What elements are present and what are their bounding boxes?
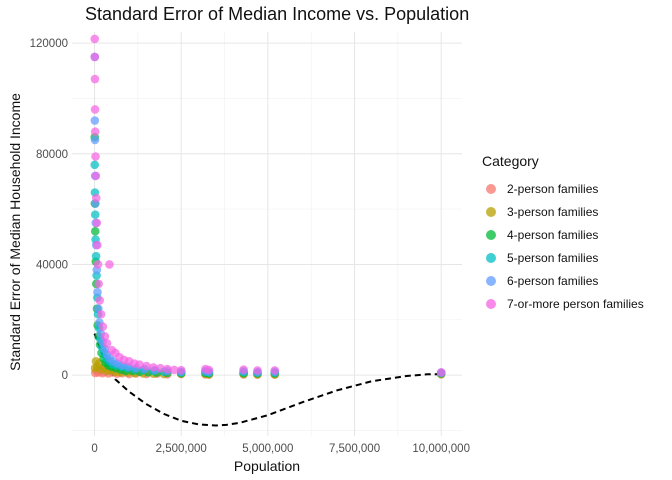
data-point-series-6 — [91, 171, 101, 181]
data-point-series-6 — [163, 364, 172, 374]
y-axis-label: Standard Error of Median Household Incom… — [7, 93, 23, 371]
data-point-series-6 — [204, 365, 214, 375]
legend-item-4: 5-person families — [482, 246, 644, 269]
legend-swatch — [482, 295, 500, 313]
data-point-series-5 — [90, 135, 100, 145]
legend-swatch — [482, 249, 500, 267]
legend-label: 5-person families — [507, 250, 599, 265]
legend-dot-icon — [486, 183, 496, 194]
data-point-series-6 — [156, 363, 165, 373]
legend-dot-icon — [486, 229, 496, 240]
data-point-series-6 — [253, 366, 262, 375]
legend-swatch — [482, 272, 500, 290]
x-tick-label: 5,000,000 — [242, 443, 293, 455]
data-point-series-6 — [95, 296, 105, 305]
legend-item-6: 7-or-more person families — [482, 292, 644, 315]
data-point-series-4 — [90, 210, 100, 219]
data-point-series-6 — [98, 322, 108, 331]
y-tick-label: 120000 — [30, 38, 68, 50]
legend-swatch — [482, 180, 500, 198]
data-point-series-6 — [176, 365, 186, 375]
data-point-series-6 — [102, 339, 112, 348]
data-point-series-6 — [91, 152, 100, 161]
legend-title: Category — [482, 153, 539, 169]
axis-ticks: 0 2,500,000 5,000,000 7,500,000 10,000,000 0 4… — [30, 38, 470, 455]
data-point-series-6 — [90, 127, 100, 136]
data-point-series-6 — [94, 279, 103, 289]
data-point-series-3 — [90, 226, 100, 236]
data-point-series-4 — [90, 160, 100, 170]
chart-title: Standard Error of Median Income vs. Popu… — [85, 4, 470, 24]
legend-item-2: 3-person families — [482, 200, 644, 223]
data-point-series-6 — [90, 34, 100, 44]
legend-label: 6-person families — [507, 273, 599, 288]
data-point-series-6 — [270, 366, 280, 375]
legend-item-3: 4-person families — [482, 223, 644, 246]
legend-label: 2-person families — [507, 181, 599, 196]
data-point-series-6 — [135, 360, 144, 369]
data-point-series-6 — [149, 363, 158, 372]
y-tick-label: 80000 — [36, 149, 68, 161]
legend-dot-icon — [486, 275, 496, 286]
x-tick-label: 7,500,000 — [329, 443, 380, 455]
data-point-series-6 — [96, 309, 106, 319]
legend-swatch — [482, 203, 500, 221]
legend-label: 4-person families — [507, 227, 599, 242]
trend-line — [93, 333, 442, 427]
data-point-series-6 — [169, 365, 179, 375]
data-point-series-6 — [93, 240, 102, 250]
data-point-series-6 — [436, 368, 446, 377]
data-point-series-6 — [105, 260, 114, 269]
legend-item-5: 6-person families — [482, 269, 644, 292]
scatter-points — [90, 34, 446, 379]
data-point-series-6 — [142, 361, 151, 371]
data-point-series-6 — [92, 218, 102, 228]
legend-swatch — [482, 226, 500, 244]
trend-line-group — [93, 333, 442, 427]
x-axis-label: Population — [234, 458, 300, 474]
data-point-series-6 — [90, 74, 100, 84]
data-point-series-6 — [90, 52, 100, 62]
x-tick-label: 0 — [91, 443, 97, 455]
y-tick-label: 0 — [62, 370, 68, 382]
data-point-series-4 — [91, 251, 101, 261]
data-point-series-5 — [90, 116, 100, 125]
legend-label: 7-or-more person families — [507, 296, 644, 311]
legend-dot-icon — [486, 298, 496, 309]
data-point-series-6 — [100, 332, 110, 341]
y-tick-label: 40000 — [36, 259, 68, 271]
data-point-series-6 — [93, 260, 103, 269]
data-point-series-6 — [91, 193, 101, 203]
legend-item-1: 2-person families — [482, 177, 644, 200]
legend-dot-icon — [486, 206, 496, 217]
data-point-series-6 — [90, 105, 100, 114]
x-tick-label: 2,500,000 — [156, 443, 207, 455]
data-point-series-6 — [239, 365, 248, 374]
legend-dot-icon — [486, 252, 496, 263]
legend-label: 3-person families — [507, 204, 599, 219]
legend: Category 2-person families 3-person famil… — [482, 153, 644, 315]
data-point-series-5 — [93, 287, 102, 297]
x-tick-label: 10,000,000 — [412, 443, 470, 455]
